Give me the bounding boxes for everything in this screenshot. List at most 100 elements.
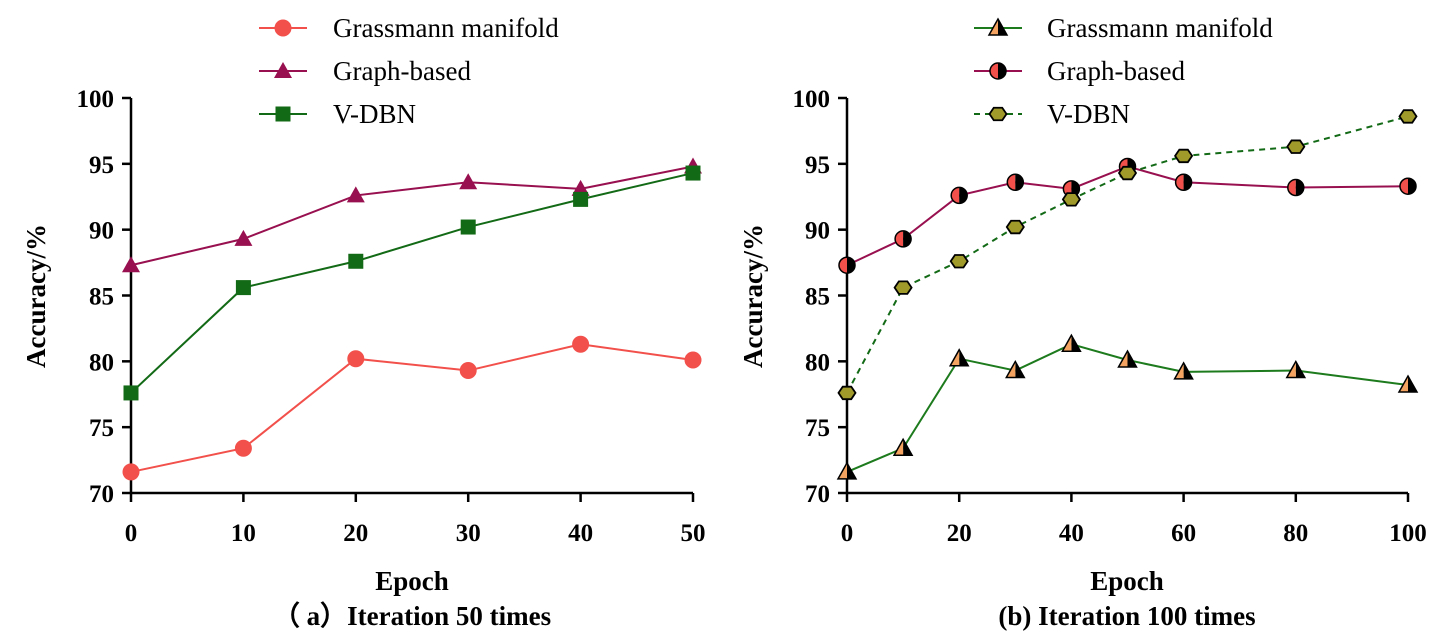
series-graph-based	[122, 157, 702, 273]
legend-marker	[989, 62, 1007, 80]
x-tick-label: 100	[1389, 520, 1427, 547]
x-tick-label: 10	[231, 520, 256, 547]
data-point	[1117, 165, 1138, 181]
data-point	[234, 229, 253, 246]
series-grassmann-manifold	[836, 333, 1419, 480]
data-point	[685, 165, 701, 181]
data-point	[1006, 173, 1025, 192]
data-point	[948, 348, 970, 367]
y-tick-label: 70	[89, 481, 114, 508]
panel-b-plot-area: 70 75 80 85 90 95 100 0 20 40 60 80 100	[793, 86, 1427, 547]
data-point	[1061, 192, 1081, 207]
data-point	[571, 179, 590, 196]
legend-entry: Grassmann manifold	[974, 13, 1273, 43]
legend-label: Graph-based	[333, 56, 471, 86]
y-tick-label: 75	[805, 415, 830, 442]
legend-label: Graph-based	[1047, 56, 1185, 86]
panel-b-x-axis-title: Epoch	[1090, 566, 1164, 596]
legend-marker	[275, 106, 291, 122]
data-point	[1117, 349, 1138, 368]
data-point	[1174, 148, 1194, 164]
panel-b-caption: (b) Iteration 100 times	[998, 601, 1255, 631]
data-point	[460, 219, 476, 235]
panel-a-iteration-50: Grassmann manifold Graph-based V-DBN 70 75 8…	[21, 13, 706, 631]
data-point	[1398, 109, 1418, 124]
series-grassmann-manifold	[122, 335, 702, 481]
panel-a-legend: Grassmann manifold Graph-based V-DBN	[259, 13, 559, 129]
data-point	[1173, 361, 1194, 380]
panel-b-legend: Grassmann manifold Graph-based V-DBN	[974, 13, 1273, 129]
panel-a-caption: （ a）Iteration 50 times	[273, 601, 551, 631]
data-point	[459, 362, 477, 380]
data-point	[122, 256, 140, 273]
data-point	[893, 280, 913, 295]
data-point	[894, 230, 912, 248]
x-tick-label: 40	[1059, 520, 1084, 547]
data-point	[1397, 374, 1419, 393]
data-point	[348, 253, 364, 269]
data-point	[459, 173, 478, 190]
series-line	[130, 343, 694, 473]
legend-marker	[988, 106, 1008, 122]
y-tick-label: 95	[89, 152, 114, 179]
y-tick-label: 80	[89, 349, 114, 376]
series-line	[130, 165, 694, 267]
series-line	[130, 172, 694, 394]
data-point	[346, 186, 365, 203]
legend-entry: V-DBN	[974, 99, 1130, 129]
data-point	[892, 437, 914, 456]
x-tick-label: 20	[343, 520, 368, 547]
y-tick-label: 85	[89, 284, 114, 311]
legend-entry: Graph-based	[974, 56, 1185, 86]
data-point	[1285, 360, 1307, 379]
x-tick-label: 40	[568, 520, 593, 547]
series-v-dbn	[123, 165, 701, 401]
data-point	[949, 254, 969, 269]
panel-b-iteration-100: Grassmann manifold Graph-based V-DBN 70 75 8…	[738, 13, 1427, 631]
panel-a-plot-area: 70 75 80 85 90 95 100 0 10 20 30 40 50	[77, 86, 706, 547]
data-point	[235, 280, 251, 296]
data-point	[1061, 333, 1082, 352]
y-tick-label: 95	[805, 152, 830, 179]
data-point	[1287, 178, 1305, 197]
x-tick-label: 30	[456, 520, 481, 547]
legend-marker	[274, 19, 292, 37]
x-tick-label: 0	[125, 520, 138, 547]
data-point	[1286, 139, 1306, 154]
y-tick-label: 75	[89, 415, 114, 442]
legend-label: V-DBN	[1047, 99, 1130, 129]
y-tick-label: 90	[805, 218, 830, 245]
data-point	[1005, 219, 1025, 235]
data-point	[950, 186, 968, 205]
legend-marker	[987, 17, 1009, 36]
x-tick-label: 0	[841, 520, 854, 547]
data-point	[684, 351, 702, 369]
x-tick-label: 50	[681, 520, 706, 547]
y-tick-label: 100	[77, 86, 115, 113]
y-tick-label: 70	[805, 481, 830, 508]
panel-b-y-axis-title: Accuracy/%	[738, 224, 768, 368]
data-point	[1005, 360, 1026, 379]
y-tick-label: 80	[805, 349, 830, 376]
y-tick-label: 100	[793, 86, 831, 113]
x-tick-label: 60	[1171, 520, 1196, 547]
data-point	[836, 461, 858, 480]
x-tick-label: 80	[1283, 520, 1308, 547]
data-point	[234, 439, 252, 457]
data-point	[1399, 177, 1417, 195]
legend-entry: Grassmann manifold	[259, 13, 559, 43]
legend-label: Grassmann manifold	[1047, 13, 1273, 43]
legend-label: Grassmann manifold	[333, 13, 559, 43]
data-point	[123, 385, 139, 401]
legend-marker	[274, 62, 292, 78]
legend-label: V-DBN	[333, 99, 416, 129]
x-tick-label: 20	[947, 520, 972, 547]
data-point	[122, 463, 140, 481]
y-tick-label: 90	[89, 218, 114, 245]
series-v-dbn	[837, 109, 1418, 401]
data-point	[838, 256, 856, 274]
series-graph-based	[838, 157, 1417, 274]
legend-entry: Graph-based	[259, 56, 471, 86]
series-line	[846, 165, 1409, 267]
